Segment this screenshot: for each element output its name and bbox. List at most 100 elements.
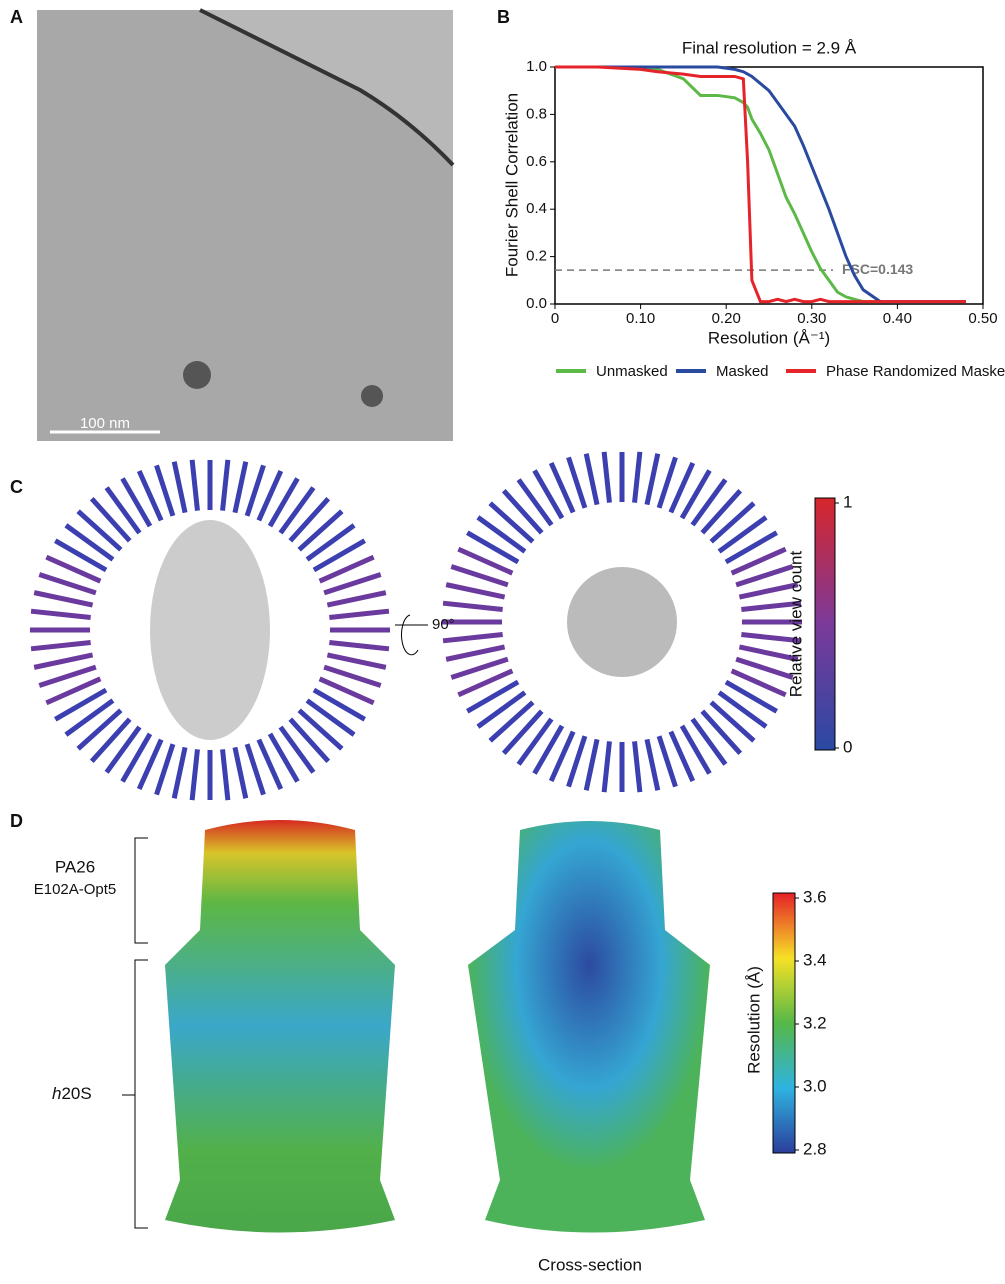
series-line: [555, 65, 966, 304]
rotation-label: 90°: [432, 616, 455, 633]
colorbar-label: Resolution (Å): [744, 966, 763, 1074]
view-spoke: [741, 600, 802, 612]
view-spoke: [171, 461, 188, 514]
view-spoke: [267, 477, 300, 528]
view-spoke: [329, 608, 390, 620]
view-spoke: [741, 632, 802, 644]
view-spoke: [278, 486, 316, 535]
view-spoke: [45, 554, 102, 584]
view-spoke: [566, 735, 588, 788]
view-spoke: [256, 738, 284, 791]
view-spoke: [450, 564, 509, 588]
view-spoke: [457, 668, 514, 698]
chart-title: Final resolution = 2.9 Å: [682, 38, 857, 57]
view-spoke: [601, 741, 612, 793]
view-spoke: [457, 546, 514, 576]
view-spoke: [189, 459, 200, 511]
plot-frame: [554, 66, 984, 305]
view-spoke: [305, 523, 356, 562]
view-spoke: [668, 730, 696, 783]
view-spoke: [38, 664, 97, 688]
legend-label: Unmasked: [596, 363, 668, 380]
y-axis-label: Fourier Shell Correlation: [502, 93, 521, 277]
caption: Cross-section: [538, 1255, 642, 1274]
density-section: [468, 821, 710, 1233]
view-spoke: [690, 478, 728, 527]
view-spoke: [644, 453, 661, 506]
view-spoke: [548, 730, 576, 783]
view-spoke: [278, 725, 316, 774]
view-spoke: [717, 515, 768, 554]
scale-label: 100 nm: [80, 415, 130, 432]
italic-prefix: h: [52, 1084, 61, 1103]
density-map: [165, 820, 395, 1233]
bracket-label: h20S: [52, 1084, 92, 1103]
view-spoke: [709, 700, 756, 743]
view-spoke: [244, 464, 266, 517]
view-spoke: [136, 738, 164, 791]
view-spoke: [632, 451, 643, 503]
view-spoke: [717, 690, 768, 729]
view-spoke: [738, 644, 799, 662]
view-spoke: [45, 676, 102, 706]
x-tick-label: 0.50: [968, 310, 997, 327]
view-spoke: [104, 725, 142, 774]
view-spoke: [154, 743, 176, 796]
edge-line: [199, 8, 455, 167]
y-tick-label: 0.6: [526, 153, 547, 170]
view-spoke: [305, 698, 356, 737]
series-line: [555, 65, 966, 304]
threshold-label: FSC=0.143: [842, 261, 913, 277]
view-spoke: [329, 640, 390, 652]
view-spoke: [189, 749, 200, 801]
colorbar-label: Relative view count: [786, 550, 805, 697]
view-spoke: [154, 464, 176, 517]
view-spoke: [318, 676, 375, 706]
colorbar-tick-label: 0: [843, 737, 852, 756]
view-spoke: [445, 644, 506, 662]
view-spoke: [601, 451, 612, 503]
label-rest: 20S: [61, 1084, 91, 1103]
colorbar-tick-label: 3.6: [803, 887, 827, 906]
view-spoke: [700, 489, 743, 535]
view-spoke: [501, 709, 544, 755]
view-spoke: [64, 523, 115, 562]
view-spoke: [656, 456, 678, 509]
density-top: [567, 567, 677, 677]
view-spoke: [76, 509, 123, 552]
view-spoke: [267, 732, 300, 783]
colorbar-tick-label: 3.0: [803, 1076, 827, 1095]
view-spoke: [30, 640, 91, 652]
view-spoke: [532, 724, 565, 775]
view-spoke: [220, 749, 231, 801]
view-spoke: [76, 708, 123, 751]
view-spoke: [548, 461, 576, 514]
view-spoke: [120, 477, 153, 528]
view-spoke: [450, 656, 509, 680]
view-spoke: [244, 743, 266, 796]
view-spoke: [668, 461, 696, 514]
view-spoke: [288, 497, 331, 543]
view-spoke: [171, 746, 188, 799]
view-spoke: [326, 652, 387, 670]
view-spoke: [724, 530, 778, 565]
view-spoke: [323, 664, 382, 688]
colorbar-tick-label: 3.2: [803, 1013, 827, 1032]
view-spoke: [104, 486, 142, 535]
view-spoke: [54, 538, 108, 573]
x-tick-label: 0.30: [797, 310, 826, 327]
density-side: [150, 520, 270, 740]
view-spoke: [488, 700, 535, 743]
particle: [361, 385, 383, 407]
x-tick-label: 0.40: [883, 310, 912, 327]
view-spoke: [312, 538, 366, 573]
y-tick-label: 0.8: [526, 105, 547, 122]
view-spoke: [730, 668, 787, 698]
view-spoke: [232, 461, 249, 514]
legend-label: Masked: [716, 363, 769, 380]
view-spoke: [690, 717, 728, 766]
bracket-label: E102A-Opt5: [34, 881, 117, 898]
colorbar-tick-label: 2.8: [803, 1139, 827, 1158]
y-tick-label: 0.4: [526, 200, 547, 217]
view-spoke: [730, 546, 787, 576]
